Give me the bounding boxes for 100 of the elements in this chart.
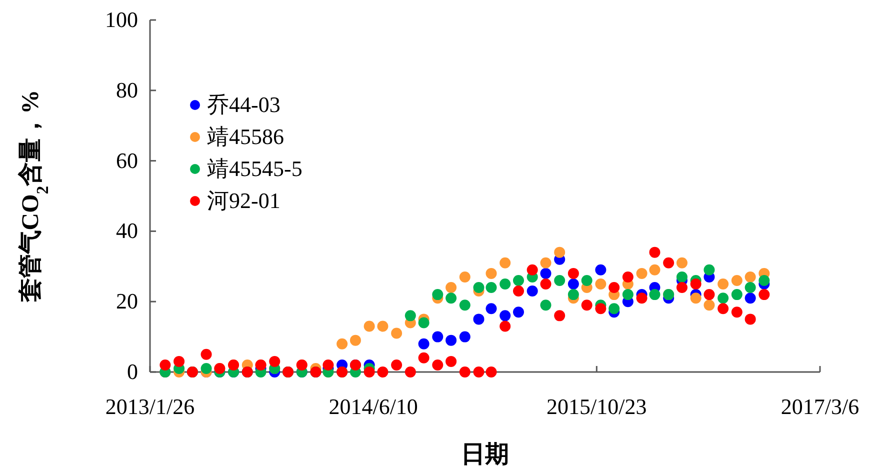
- point: [404, 366, 416, 378]
- point: [663, 257, 674, 268]
- point: [336, 338, 348, 350]
- point: [568, 268, 579, 279]
- point: [486, 268, 497, 279]
- point: [608, 282, 620, 294]
- y-tick-label: 0: [127, 359, 138, 384]
- point: [744, 314, 756, 325]
- y-tick-label: 40: [116, 218, 138, 244]
- point: [364, 320, 375, 332]
- point: [676, 282, 688, 294]
- point: [744, 282, 756, 294]
- y-tick-label: 80: [116, 77, 138, 102]
- point: [473, 366, 484, 378]
- point: [595, 303, 606, 314]
- point: [459, 366, 470, 378]
- point: [513, 286, 524, 297]
- point: [744, 271, 756, 282]
- point: [432, 289, 444, 300]
- point: [513, 274, 524, 286]
- point: [690, 278, 702, 290]
- point: [418, 352, 430, 364]
- point: [690, 292, 702, 304]
- point: [758, 289, 770, 300]
- point: [622, 289, 634, 300]
- legend-label: 靖45586: [207, 124, 284, 149]
- point: [704, 300, 715, 311]
- point: [418, 317, 430, 328]
- x-tick-label: 2013/1/26: [105, 394, 195, 419]
- point: [731, 274, 742, 286]
- point: [513, 306, 524, 318]
- point: [446, 356, 457, 367]
- point: [486, 282, 497, 294]
- point: [364, 366, 375, 378]
- point: [540, 257, 552, 268]
- point: [473, 282, 484, 294]
- point: [704, 264, 715, 276]
- y-tick-label: 100: [105, 7, 138, 32]
- point: [554, 310, 566, 322]
- x-axis-title: 日期: [461, 441, 509, 468]
- point: [731, 289, 742, 300]
- point: [568, 289, 579, 300]
- point: [432, 331, 444, 342]
- point: [500, 278, 511, 290]
- point: [649, 289, 660, 300]
- x-tick-label: 2017/3/6: [780, 394, 860, 419]
- point: [160, 359, 171, 370]
- point: [269, 356, 280, 367]
- point: [704, 289, 715, 300]
- point: [540, 278, 552, 290]
- point: [459, 300, 470, 311]
- point: [459, 331, 470, 342]
- point: [200, 348, 212, 360]
- point: [718, 292, 729, 304]
- y-tick-label: 20: [116, 288, 138, 314]
- point: [581, 300, 592, 311]
- point: [404, 310, 416, 322]
- point: [581, 274, 592, 286]
- point: [500, 257, 511, 268]
- x-tick-label: 2014/6/10: [328, 394, 418, 419]
- point: [391, 328, 402, 339]
- point: [636, 292, 648, 304]
- point: [322, 359, 334, 370]
- point: [649, 246, 660, 258]
- point: [526, 264, 538, 276]
- point: [500, 310, 511, 322]
- point: [744, 292, 756, 304]
- point: [200, 362, 212, 374]
- point: [540, 300, 552, 311]
- point: [432, 359, 444, 370]
- point: [377, 320, 388, 332]
- point: [622, 271, 634, 282]
- point: [446, 282, 457, 294]
- point: [718, 278, 729, 290]
- point: [486, 303, 497, 314]
- point: [459, 271, 470, 282]
- point: [418, 338, 430, 350]
- point: [446, 292, 457, 304]
- legend-label: 河92-01: [207, 188, 280, 213]
- point: [649, 264, 660, 276]
- y-tick-label: 60: [116, 148, 138, 173]
- legend-label: 乔44-03: [207, 92, 280, 117]
- point: [636, 268, 648, 279]
- point: [486, 366, 497, 378]
- point: [758, 274, 770, 286]
- point: [174, 356, 185, 367]
- x-tick-label: 2015/10/23: [546, 394, 647, 419]
- point: [595, 278, 606, 290]
- legend-label: 靖45545-5: [207, 156, 302, 181]
- point: [554, 246, 566, 258]
- point: [473, 314, 484, 325]
- point: [500, 320, 511, 332]
- point: [391, 359, 402, 370]
- point: [731, 306, 742, 318]
- point: [608, 303, 620, 314]
- point: [676, 257, 688, 268]
- point: [554, 274, 566, 286]
- point: [350, 334, 361, 346]
- point: [446, 334, 457, 346]
- point: [676, 271, 688, 282]
